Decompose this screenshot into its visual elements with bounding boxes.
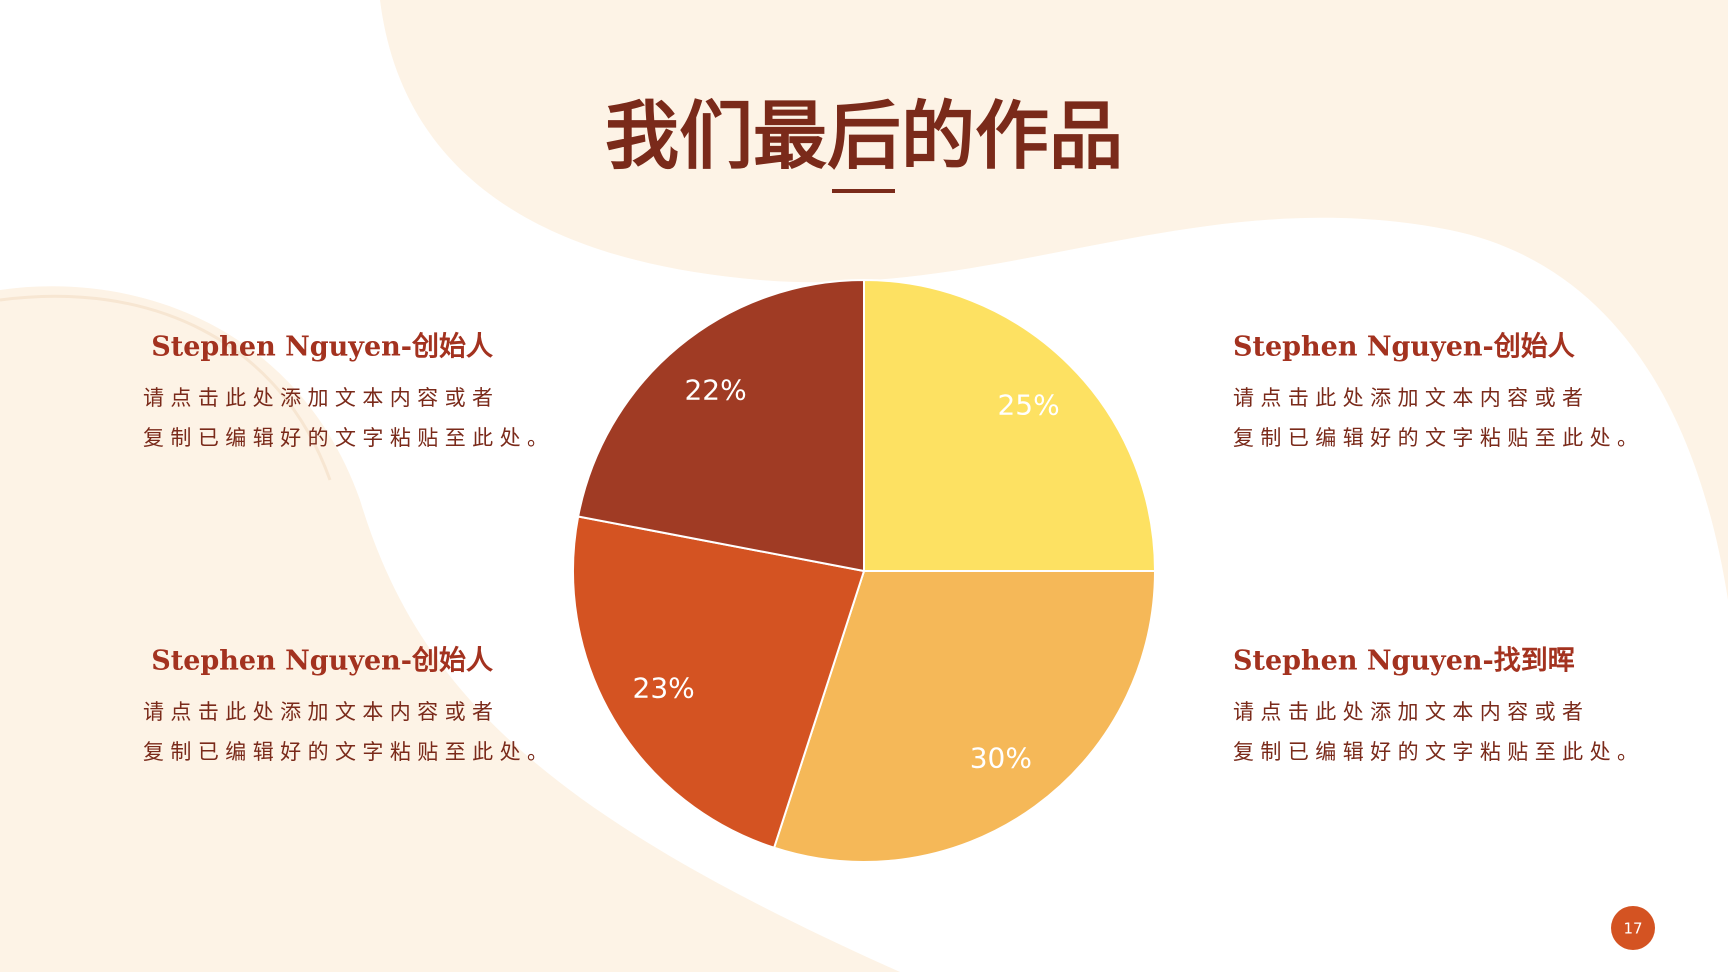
panels: Stephen Nguyen-创始人请点击此处添加文本内容或者复制已编辑好的文字… <box>143 331 1638 765</box>
slice-label: 23% <box>633 672 695 705</box>
background-blob <box>0 286 900 972</box>
panel-heading: Stephen Nguyen-创始人 <box>151 331 493 363</box>
pie-slice <box>863 278 1157 572</box>
panel-body: 请点击此处添加文本内容或者复制已编辑好的文字粘贴至此处。 <box>1233 700 1638 764</box>
page-number: 17 <box>1623 920 1642 938</box>
page-badge <box>1611 906 1655 950</box>
panel-body: 请点击此处添加文本内容或者复制已编辑好的文字粘贴至此处。 <box>143 386 548 450</box>
panel-body: 请点击此处添加文本内容或者复制已编辑好的文字粘贴至此处。 <box>1233 386 1638 450</box>
pie-slice <box>576 278 865 573</box>
slice-label: 22% <box>684 374 746 407</box>
panel-body: 请点击此处添加文本内容或者复制已编辑好的文字粘贴至此处。 <box>143 700 548 764</box>
panel-heading: Stephen Nguyen-找到晖 <box>1233 646 1575 677</box>
slice-label: 25% <box>997 388 1059 421</box>
pie-slice <box>572 515 866 850</box>
panel-heading: Stephen Nguyen-创始人 <box>1233 331 1575 363</box>
pie: 25% 30% 23% 22% <box>572 278 1157 863</box>
background-blob <box>380 0 1728 600</box>
panel-heading: Stephen Nguyen-创始人 <box>151 645 493 677</box>
background-curve <box>0 294 332 481</box>
chart-title: 我们最后的作品 <box>605 94 1123 180</box>
pie-slice <box>772 570 1157 863</box>
slice-label: 30% <box>970 741 1032 774</box>
